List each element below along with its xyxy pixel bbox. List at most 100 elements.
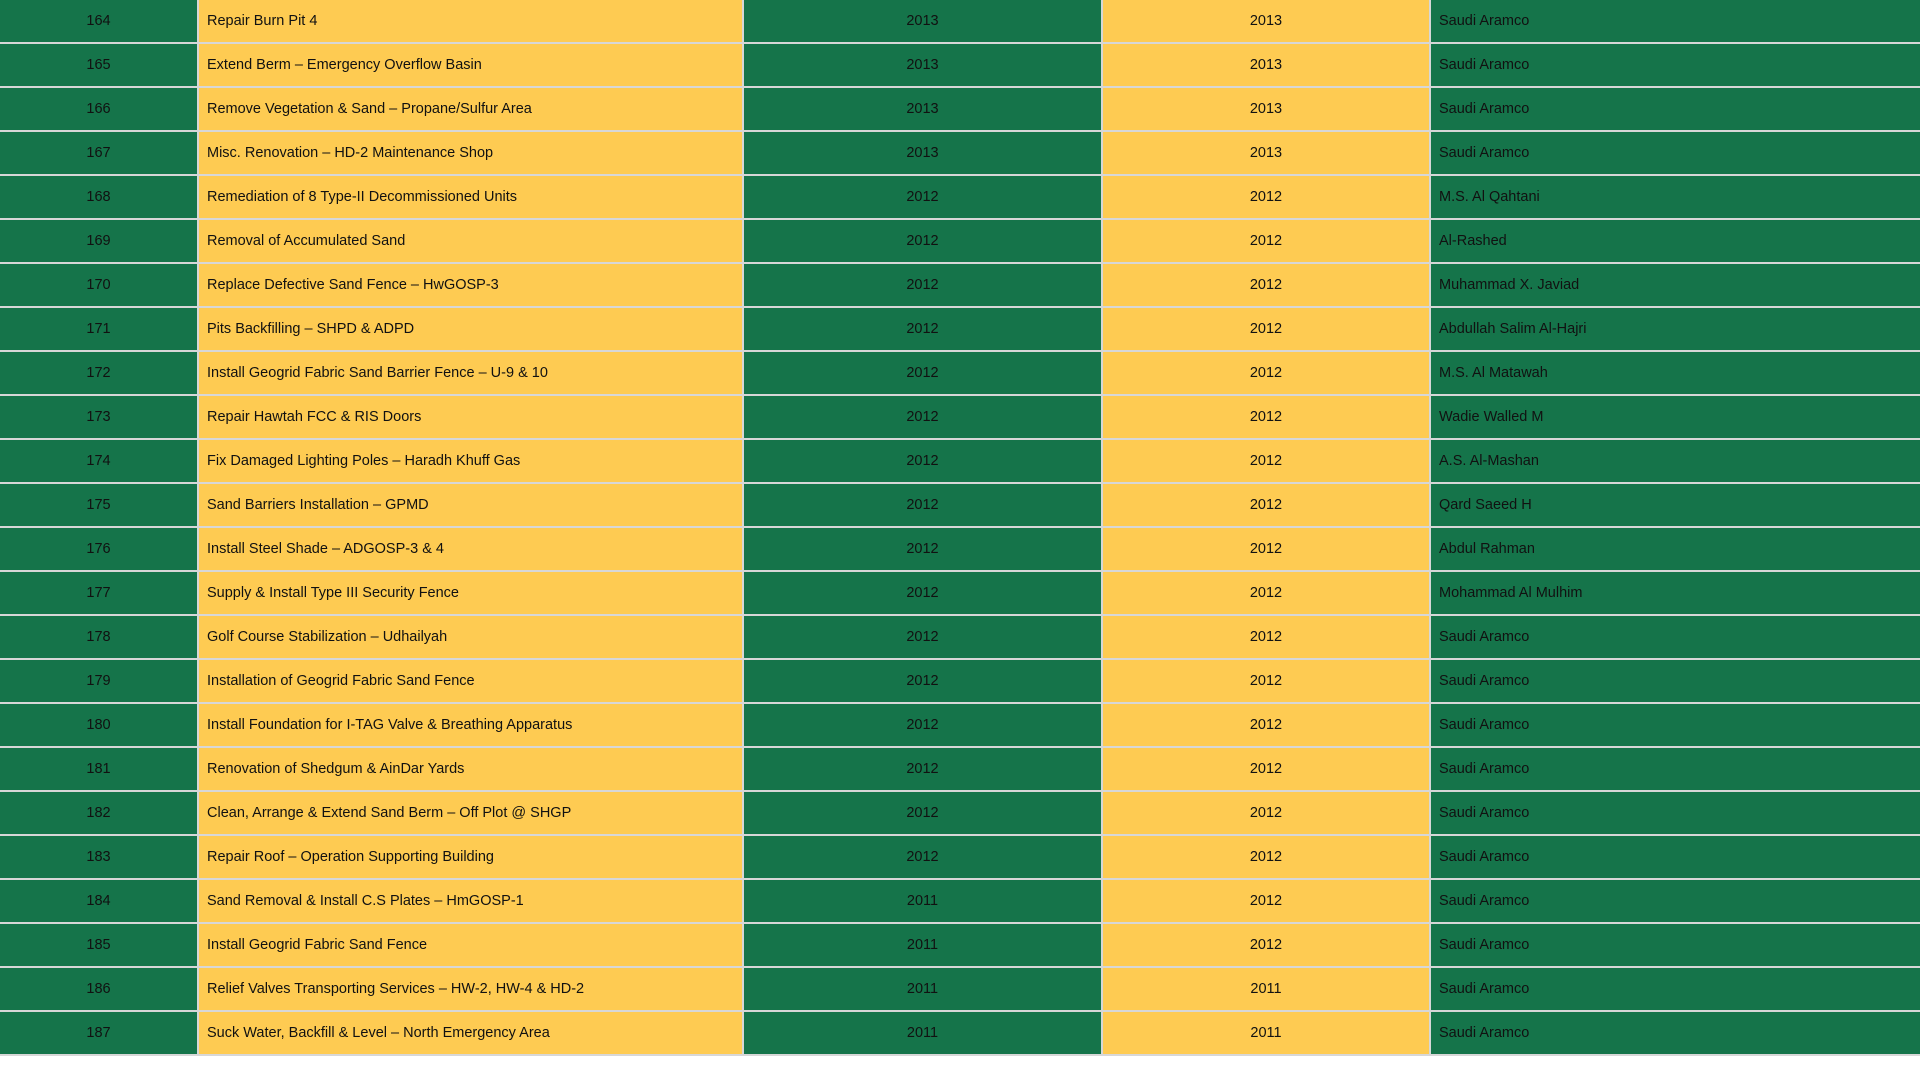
end-year-cell: 2012 — [1102, 659, 1431, 704]
project-name-cell: Extend Berm – Emergency Overflow Basin — [198, 43, 744, 88]
table-row: 187 Suck Water, Backfill & Level – North … — [0, 1011, 1920, 1056]
table-row: 179 Installation of Geogrid Fabric Sand F… — [0, 659, 1920, 704]
row-number-cell: 172 — [0, 351, 199, 396]
table-row: 185 Install Geogrid Fabric Sand Fence 2011… — [0, 923, 1920, 968]
project-name-cell: Pits Backfilling – SHPD & ADPD — [198, 307, 744, 352]
start-year-cell: 2011 — [743, 967, 1103, 1012]
end-year-cell: 2012 — [1102, 175, 1431, 220]
row-number-cell: 181 — [0, 747, 199, 792]
project-name-cell: Relief Valves Transporting Services – HW… — [198, 967, 744, 1012]
project-name-cell: Remove Vegetation & Sand – Propane/Sulfu… — [198, 87, 744, 132]
start-year-cell: 2011 — [743, 1011, 1103, 1056]
start-year-cell: 2013 — [743, 131, 1103, 176]
end-year-cell: 2012 — [1102, 791, 1431, 836]
start-year-cell: 2012 — [743, 219, 1103, 264]
start-year-cell: 2012 — [743, 263, 1103, 308]
client-name-cell: Saudi Aramco — [1430, 703, 1920, 748]
project-name-cell: Removal of Accumulated Sand — [198, 219, 744, 264]
client-name-cell: Al-Rashed — [1430, 219, 1920, 264]
row-number-cell: 167 — [0, 131, 199, 176]
end-year-cell: 2011 — [1102, 967, 1431, 1012]
client-name-cell: Saudi Aramco — [1430, 43, 1920, 88]
start-year-cell: 2012 — [743, 351, 1103, 396]
row-number-cell: 180 — [0, 703, 199, 748]
table-row: 171 Pits Backfilling – SHPD & ADPD 2012 201… — [0, 307, 1920, 352]
table-row: 177 Supply & Install Type III Security Fe… — [0, 571, 1920, 616]
project-name-cell: Sand Removal & Install C.S Plates – HmGO… — [198, 879, 744, 924]
row-number-cell: 169 — [0, 219, 199, 264]
start-year-cell: 2013 — [743, 0, 1103, 44]
client-name-cell: Saudi Aramco — [1430, 131, 1920, 176]
end-year-cell: 2012 — [1102, 483, 1431, 528]
end-year-cell: 2012 — [1102, 351, 1431, 396]
row-number-cell: 186 — [0, 967, 199, 1012]
client-name-cell: Qard Saeed H — [1430, 483, 1920, 528]
row-number-cell: 187 — [0, 1011, 199, 1056]
row-number-cell: 176 — [0, 527, 199, 572]
end-year-cell: 2012 — [1102, 263, 1431, 308]
start-year-cell: 2012 — [743, 439, 1103, 484]
row-number-cell: 183 — [0, 835, 199, 880]
row-number-cell: 166 — [0, 87, 199, 132]
client-name-cell: Saudi Aramco — [1430, 659, 1920, 704]
project-name-cell: Golf Course Stabilization – Udhailyah — [198, 615, 744, 660]
row-number-cell: 164 — [0, 0, 199, 44]
project-name-cell: Install Foundation for I-TAG Valve & Bre… — [198, 703, 744, 748]
table-row: 182 Clean, Arrange & Extend Sand Berm – O… — [0, 791, 1920, 836]
client-name-cell: Saudi Aramco — [1430, 791, 1920, 836]
project-name-cell: Install Geogrid Fabric Sand Barrier Fenc… — [198, 351, 744, 396]
end-year-cell: 2012 — [1102, 219, 1431, 264]
end-year-cell: 2011 — [1102, 1011, 1431, 1056]
client-name-cell: Saudi Aramco — [1430, 967, 1920, 1012]
project-name-cell: Remediation of 8 Type-II Decommissioned … — [198, 175, 744, 220]
end-year-cell: 2013 — [1102, 43, 1431, 88]
row-number-cell: 171 — [0, 307, 199, 352]
start-year-cell: 2012 — [743, 791, 1103, 836]
project-name-cell: Install Geogrid Fabric Sand Fence — [198, 923, 744, 968]
start-year-cell: 2012 — [743, 527, 1103, 572]
row-number-cell: 175 — [0, 483, 199, 528]
end-year-cell: 2012 — [1102, 747, 1431, 792]
end-year-cell: 2012 — [1102, 439, 1431, 484]
client-name-cell: Saudi Aramco — [1430, 615, 1920, 660]
table-row: 180 Install Foundation for I-TAG Valve & … — [0, 703, 1920, 748]
table-row: 174 Fix Damaged Lighting Poles – Haradh K… — [0, 439, 1920, 484]
end-year-cell: 2012 — [1102, 923, 1431, 968]
start-year-cell: 2012 — [743, 483, 1103, 528]
row-number-cell: 182 — [0, 791, 199, 836]
row-number-cell: 174 — [0, 439, 199, 484]
project-name-cell: Misc. Renovation – HD-2 Maintenance Shop — [198, 131, 744, 176]
end-year-cell: 2013 — [1102, 87, 1431, 132]
end-year-cell: 2012 — [1102, 571, 1431, 616]
start-year-cell: 2011 — [743, 923, 1103, 968]
table-row: 173 Repair Hawtah FCC & RIS Doors 2012 2012… — [0, 395, 1920, 440]
project-name-cell: Supply & Install Type III Security Fence — [198, 571, 744, 616]
row-number-cell: 173 — [0, 395, 199, 440]
project-name-cell: Fix Damaged Lighting Poles – Haradh Khuf… — [198, 439, 744, 484]
client-name-cell: Saudi Aramco — [1430, 879, 1920, 924]
client-name-cell: Abdullah Salim Al-Hajri — [1430, 307, 1920, 352]
end-year-cell: 2012 — [1102, 615, 1431, 660]
project-name-cell: Repair Roof – Operation Supporting Build… — [198, 835, 744, 880]
start-year-cell: 2011 — [743, 879, 1103, 924]
table-row: 181 Renovation of Shedgum & AinDar Yards 2… — [0, 747, 1920, 792]
row-number-cell: 165 — [0, 43, 199, 88]
project-name-cell: Suck Water, Backfill & Level – North Eme… — [198, 1011, 744, 1056]
table-row: 178 Golf Course Stabilization – Udhailyah… — [0, 615, 1920, 660]
end-year-cell: 2012 — [1102, 879, 1431, 924]
row-number-cell: 168 — [0, 175, 199, 220]
table-row: 166 Remove Vegetation & Sand – Propane/Su… — [0, 87, 1920, 132]
start-year-cell: 2013 — [743, 43, 1103, 88]
row-number-cell: 179 — [0, 659, 199, 704]
client-name-cell: Saudi Aramco — [1430, 835, 1920, 880]
client-name-cell: Saudi Aramco — [1430, 747, 1920, 792]
row-number-cell: 178 — [0, 615, 199, 660]
project-name-cell: Install Steel Shade – ADGOSP-3 & 4 — [198, 527, 744, 572]
client-name-cell: A.S. Al-Mashan — [1430, 439, 1920, 484]
row-number-cell: 184 — [0, 879, 199, 924]
table-row: 170 Replace Defective Sand Fence – HwGOSP… — [0, 263, 1920, 308]
row-number-cell: 177 — [0, 571, 199, 616]
start-year-cell: 2013 — [743, 87, 1103, 132]
project-name-cell: Replace Defective Sand Fence – HwGOSP-3 — [198, 263, 744, 308]
row-number-cell: 170 — [0, 263, 199, 308]
